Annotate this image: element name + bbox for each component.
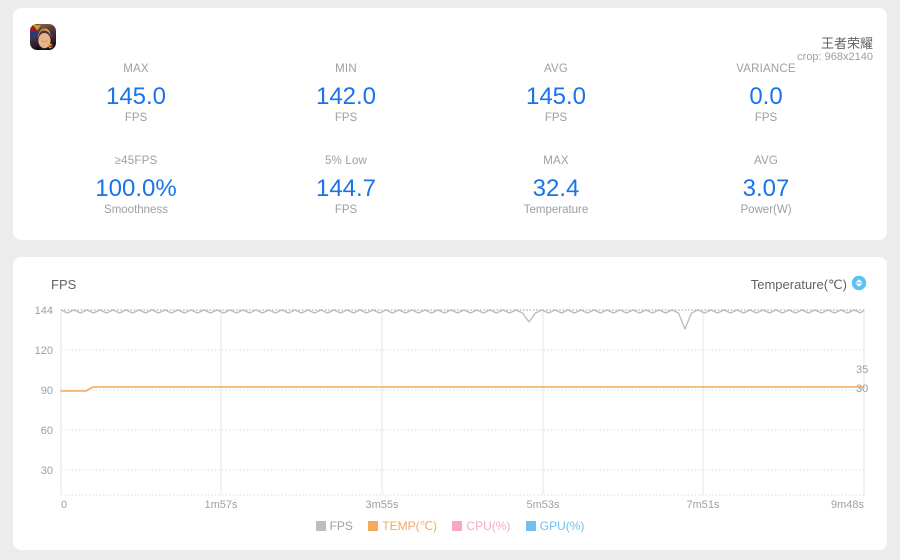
svg-text:120: 120 [35,345,53,357]
svg-text:7m51s: 7m51s [686,499,720,511]
svg-text:1m57s: 1m57s [204,499,238,511]
svg-text:60: 60 [41,425,53,437]
svg-text:5m53s: 5m53s [526,499,560,511]
svg-text:144: 144 [35,305,53,317]
svg-text:9m48s: 9m48s [831,499,865,511]
svg-text:3m55s: 3m55s [365,499,399,511]
svg-text:35: 35 [856,364,868,376]
svg-text:30: 30 [41,465,53,477]
svg-text:0: 0 [61,499,67,511]
svg-text:90: 90 [41,385,53,397]
svg-text:30: 30 [856,383,868,395]
